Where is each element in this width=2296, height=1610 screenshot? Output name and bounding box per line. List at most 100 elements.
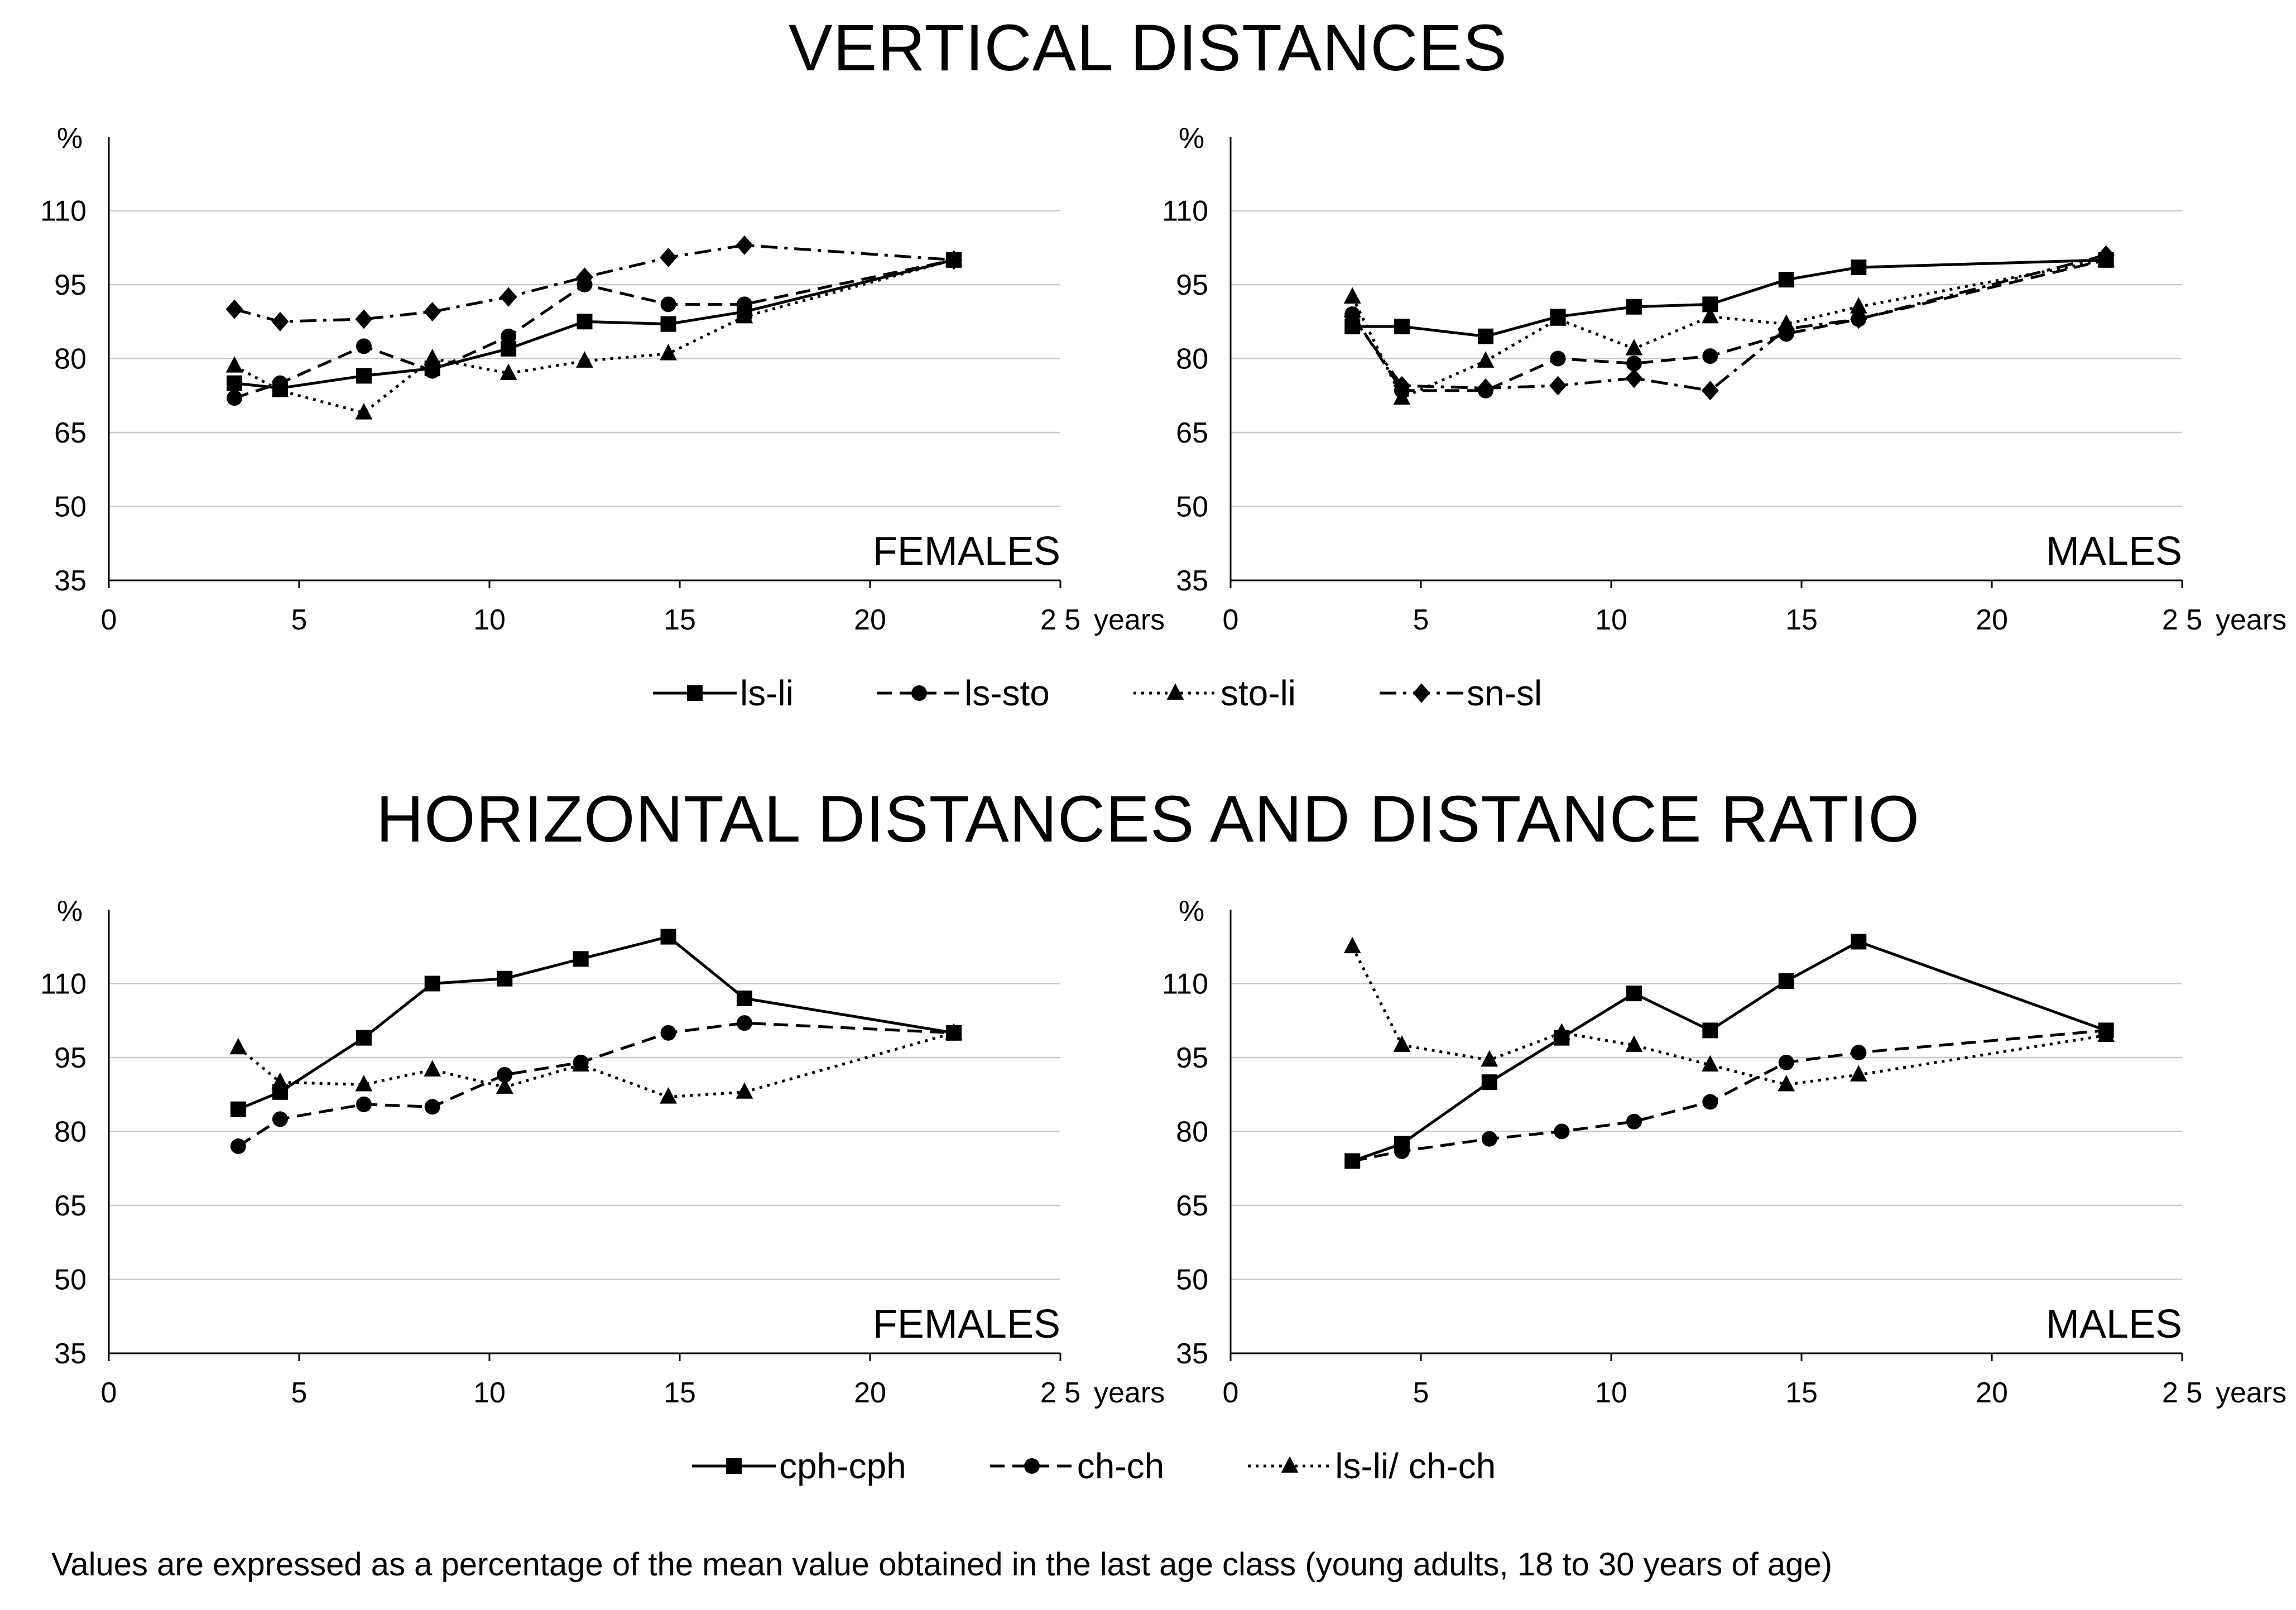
y-tick-label: 50 <box>1176 1264 1208 1296</box>
panel-label: MALES <box>2046 529 2182 574</box>
x-tick-label: 0 <box>1223 1377 1239 1409</box>
legend-item: sn-sl <box>1380 672 1542 714</box>
x-tick-label: 20 <box>1976 604 2008 636</box>
y-tick-label: 110 <box>1162 968 1208 1001</box>
legend-swatch <box>1133 683 1217 700</box>
y-tick-label: 80 <box>1176 343 1208 376</box>
series-line <box>237 1021 954 1148</box>
data-point <box>1393 388 1411 405</box>
data-point <box>424 363 440 379</box>
x-axis-label: years <box>1094 1377 1165 1409</box>
data-point <box>736 296 752 313</box>
legend-label: cph-cph <box>779 1446 906 1486</box>
y-tick-label: 95 <box>1176 1042 1208 1074</box>
data-point <box>424 975 440 992</box>
x-tick-label: 15 <box>664 604 696 636</box>
data-point <box>271 381 289 397</box>
y-tick-label: 35 <box>1176 1338 1208 1370</box>
legend-label: ch-ch <box>1077 1446 1165 1486</box>
data-point <box>227 390 243 406</box>
data-point <box>356 1096 372 1112</box>
data-point <box>577 314 593 330</box>
series-ch-ch <box>230 1015 962 1154</box>
legend-marker <box>687 685 703 701</box>
x-tick-label: 2 5 <box>2162 1377 2202 1409</box>
data-point <box>945 1023 963 1040</box>
data-point <box>501 328 517 344</box>
legend-label: ls-sto <box>964 673 1050 713</box>
legend-label: sto-li <box>1220 673 1296 713</box>
chart-vertical-males: 35 50 65 80 95 110% 0 5 10 15 20 2 5 years MALES <box>1162 122 2287 636</box>
x-tick-label: 15 <box>1785 1377 1818 1409</box>
legend-label: ls-li <box>740 673 794 713</box>
data-point <box>1702 348 1718 364</box>
data-point <box>660 296 676 313</box>
data-point <box>1701 306 1719 324</box>
y-unit-label: % <box>1179 895 1204 927</box>
data-point <box>1550 350 1566 367</box>
data-point <box>660 316 676 332</box>
data-point <box>1851 934 1867 950</box>
series-line <box>234 258 954 400</box>
data-point <box>1343 306 1361 326</box>
x-axis-label: years <box>2216 604 2287 636</box>
y-tick-label: 50 <box>54 1264 87 1296</box>
legend-item: sto-li <box>1133 672 1296 714</box>
chart-vertical-females: 35 50 65 80 95 110% 0 5 10 15 20 2 5 years FEMALES <box>40 122 1165 636</box>
legend-label: sn-sl <box>1467 673 1543 713</box>
y-tick-label: 65 <box>54 1190 87 1222</box>
data-point <box>660 344 677 361</box>
y-unit-label: % <box>57 122 83 155</box>
data-point <box>1481 1131 1497 1147</box>
y-tick-label: 65 <box>1176 417 1208 449</box>
x-tick-label: 0 <box>101 1377 117 1409</box>
data-point <box>355 309 373 329</box>
legend-swatch <box>692 1458 776 1474</box>
data-point <box>1625 1035 1643 1052</box>
data-point <box>1626 299 1642 315</box>
x-tick-label: 0 <box>1223 604 1239 636</box>
legend-item: ls-sto <box>877 672 1050 714</box>
data-point <box>1850 297 1867 314</box>
data-point <box>1702 1022 1718 1039</box>
series-sto-li <box>225 250 963 420</box>
data-point <box>660 1087 677 1104</box>
series-sn-sl <box>1343 245 2115 401</box>
series-ls-sto <box>227 252 962 406</box>
x-tick-label: 5 <box>1413 604 1429 636</box>
legend-swatch <box>1380 683 1463 703</box>
y-tick-label: 80 <box>1176 1116 1208 1148</box>
chart-horizontal-females: 35 50 65 80 95 110% 0 5 10 15 20 2 5 years FEMALES <box>40 895 1165 1409</box>
data-point <box>1481 1074 1497 1090</box>
x-tick-label: 2 5 <box>1040 604 1080 636</box>
data-point <box>1626 986 1642 1002</box>
series-line <box>233 258 954 415</box>
x-tick-label: 5 <box>1413 1377 1429 1409</box>
data-point <box>736 1015 752 1031</box>
data-point <box>1343 287 1361 304</box>
series-ls-li <box>227 252 962 396</box>
data-point <box>1850 309 1867 329</box>
series-cph-cph <box>230 929 962 1117</box>
y-tick-label: 50 <box>54 491 87 523</box>
x-tick-label: 20 <box>854 604 886 636</box>
data-point <box>497 1066 513 1083</box>
legend-marker <box>1281 1456 1299 1473</box>
legend-vertical: ls-li ls-sto sto-li sn-sl <box>653 672 1626 714</box>
series-line <box>1352 1029 2106 1162</box>
data-point <box>1625 339 1643 355</box>
x-tick-label: 20 <box>854 1377 886 1409</box>
data-point <box>2097 1025 2115 1042</box>
y-tick-label: 35 <box>1176 565 1208 597</box>
panel-label: FEMALES <box>873 1302 1060 1347</box>
data-point <box>736 235 753 255</box>
x-tick-label: 5 <box>291 604 308 636</box>
x-tick-label: 10 <box>1595 604 1627 636</box>
legend-item: ls-li <box>653 672 794 714</box>
legend-item: ch-ch <box>990 1445 1165 1487</box>
horizontal-distances-title: HORIZONTAL DISTANCES AND DISTANCE RATIO <box>376 782 1920 856</box>
series-line <box>1352 940 2107 1162</box>
x-tick-label: 5 <box>291 1377 308 1409</box>
data-point <box>1778 272 1794 288</box>
data-point <box>272 1111 288 1127</box>
